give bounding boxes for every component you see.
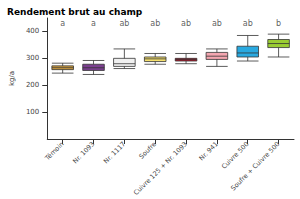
svg-text:Témoin: Témoin xyxy=(43,140,66,163)
svg-text:400: 400 xyxy=(26,27,39,35)
svg-text:Cuivre 500: Cuivre 500 xyxy=(220,140,251,171)
svg-text:kg/a: kg/a xyxy=(8,71,16,86)
svg-text:b: b xyxy=(276,19,281,28)
svg-text:Nr. 941: Nr. 941 xyxy=(198,140,220,162)
svg-text:Nr. 1093: Nr. 1093 xyxy=(71,140,96,165)
svg-text:ab: ab xyxy=(212,19,222,28)
svg-text:100: 100 xyxy=(26,108,39,116)
svg-text:a: a xyxy=(91,19,96,28)
svg-text:ab: ab xyxy=(119,19,129,28)
svg-text:a: a xyxy=(60,19,65,28)
svg-text:Nr. 1117: Nr. 1117 xyxy=(102,140,127,165)
svg-text:200: 200 xyxy=(26,81,39,89)
svg-text:Rendement brut au champ: Rendement brut au champ xyxy=(7,7,143,17)
svg-text:Cuivre 125 + Nr. 1093: Cuivre 125 + Nr. 1093 xyxy=(132,140,189,197)
svg-text:Soufre + Cuivre 500: Soufre + Cuivre 500 xyxy=(229,140,281,192)
svg-text:ab: ab xyxy=(243,19,253,28)
svg-text:300: 300 xyxy=(26,54,39,62)
svg-text:Soufre: Soufre xyxy=(138,140,159,161)
svg-text:ab: ab xyxy=(181,19,191,28)
svg-text:ab: ab xyxy=(150,19,160,28)
